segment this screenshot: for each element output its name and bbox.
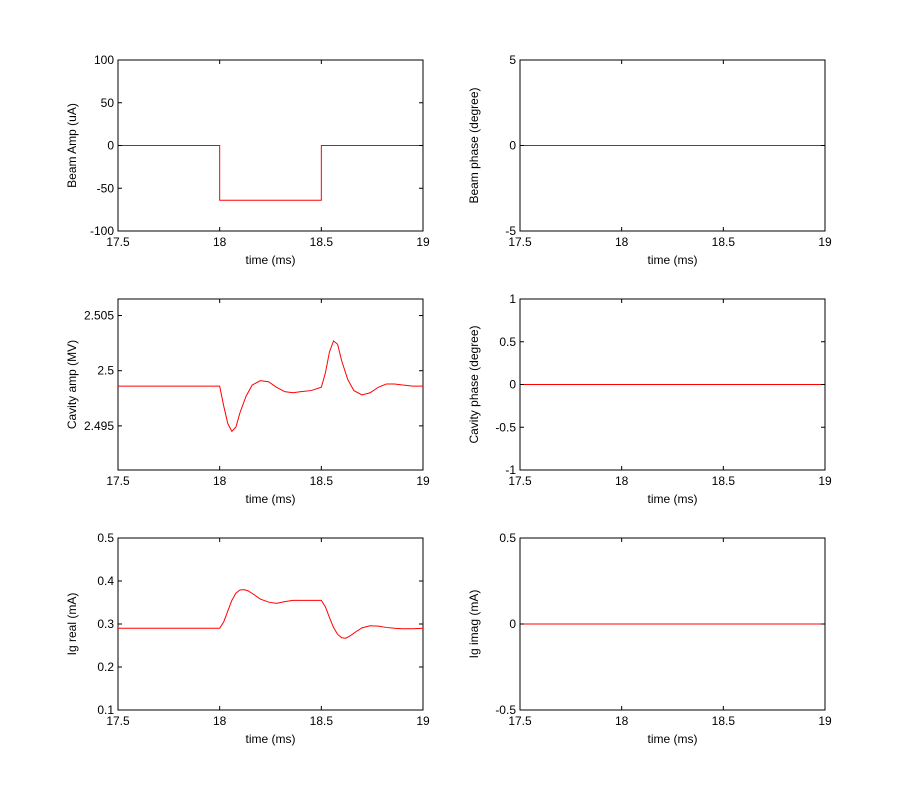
x-tick-label: 17.5 bbox=[106, 474, 130, 488]
x-tick-label: 18.5 bbox=[712, 235, 736, 249]
x-axis-label: time (ms) bbox=[648, 253, 698, 267]
y-tick-label: 1 bbox=[509, 292, 516, 306]
x-axis-label: time (ms) bbox=[246, 492, 296, 506]
y-tick-label: 0.2 bbox=[97, 660, 114, 674]
y-axis-label: Ig imag (mA) bbox=[467, 590, 481, 659]
y-tick-label: 0.4 bbox=[97, 574, 114, 588]
subplot-6: 17.5 18 18.5 19 -0.5 0 0.5 time (ms) Ig imag (mA… bbox=[467, 531, 832, 746]
y-tick-label: 2.495 bbox=[84, 419, 114, 433]
x-tick-label: 18 bbox=[213, 474, 227, 488]
x-tick-label: 19 bbox=[416, 474, 430, 488]
y-tick-label: 5 bbox=[509, 53, 516, 67]
y-axis-label: Beam Amp (uA) bbox=[65, 103, 79, 188]
series-line-1 bbox=[118, 589, 424, 639]
x-tick-label: 17.5 bbox=[508, 235, 532, 249]
x-tick-label: 18 bbox=[615, 474, 629, 488]
y-tick-label: 0 bbox=[509, 378, 516, 392]
y-axis-label: Beam phase (degree) bbox=[467, 87, 481, 203]
plot-frame bbox=[117, 537, 424, 711]
x-tick-label: 17.5 bbox=[106, 235, 130, 249]
y-tick-label: 100 bbox=[94, 53, 114, 67]
x-axis-label: time (ms) bbox=[246, 253, 296, 267]
y-axis-label: Cavity phase (degree) bbox=[467, 325, 481, 443]
x-tick-label: 18.5 bbox=[310, 235, 334, 249]
x-tick-label: 18 bbox=[615, 714, 629, 728]
y-tick-label: -100 bbox=[90, 224, 114, 238]
y-tick-label: -1 bbox=[505, 463, 516, 477]
subplot-1: 17.5 18 18.5 19 -100 -50 0 50 100 time (ms) Beam A… bbox=[65, 53, 430, 267]
y-axis-label: Cavity amp (MV) bbox=[65, 340, 79, 429]
y-tick-label: 0.5 bbox=[499, 335, 516, 349]
x-tick-label: 19 bbox=[416, 714, 430, 728]
y-tick-label: -50 bbox=[97, 181, 115, 195]
x-tick-label: 18.5 bbox=[310, 474, 334, 488]
x-axis-label: time (ms) bbox=[648, 492, 698, 506]
series-line-1 bbox=[118, 340, 423, 433]
y-tick-label: 0.5 bbox=[97, 531, 114, 545]
x-tick-label: 17.5 bbox=[508, 474, 532, 488]
y-tick-label: -0.5 bbox=[495, 420, 516, 434]
subplot-4: 17.5 18 18.5 19 -1 -0.5 0 0.5 1 time (ms) Cavity p… bbox=[467, 292, 832, 506]
x-tick-label: 19 bbox=[818, 235, 832, 249]
x-tick-label: 17.5 bbox=[508, 714, 532, 728]
x-tick-label: 18.5 bbox=[712, 714, 736, 728]
y-tick-label: 0 bbox=[509, 617, 516, 631]
y-tick-label: 0.5 bbox=[499, 531, 516, 545]
x-tick-label: 18 bbox=[213, 714, 227, 728]
series-line-1 bbox=[118, 145, 423, 201]
y-tick-label: 0.3 bbox=[97, 617, 114, 631]
x-axis-label: time (ms) bbox=[648, 732, 698, 746]
x-tick-label: 19 bbox=[416, 235, 430, 249]
y-tick-label: 2.5 bbox=[97, 364, 114, 378]
y-axis-label: Ig real (mA) bbox=[65, 593, 79, 656]
subplot-5: 17.5 18 18.5 19 0.1 0.2 0.3 0.4 0.5 time (ms) Ig r… bbox=[65, 531, 430, 746]
subplot-3: 17.5 18 18.5 19 2.495 2.5 2.505 time (ms) Cavity… bbox=[65, 298, 430, 506]
y-tick-label: 0.1 bbox=[97, 703, 114, 717]
x-tick-label: 18 bbox=[213, 235, 227, 249]
x-tick-label: 19 bbox=[818, 474, 832, 488]
y-tick-label: -0.5 bbox=[495, 703, 516, 717]
x-tick-label: 17.5 bbox=[106, 714, 130, 728]
y-tick-label: 0 bbox=[509, 139, 516, 153]
x-tick-label: 19 bbox=[818, 714, 832, 728]
x-tick-label: 18.5 bbox=[310, 714, 334, 728]
plot-frame bbox=[117, 298, 424, 471]
y-tick-label: 0 bbox=[107, 139, 114, 153]
x-tick-label: 18 bbox=[615, 235, 629, 249]
subplot-2: 17.5 18 18.5 19 -5 0 5 time (ms) Beam phase (deg… bbox=[467, 53, 832, 267]
y-tick-label: 50 bbox=[101, 96, 115, 110]
y-tick-label: -5 bbox=[505, 224, 516, 238]
x-tick-label: 18.5 bbox=[712, 474, 736, 488]
y-tick-label: 2.505 bbox=[84, 309, 114, 323]
x-axis-label: time (ms) bbox=[246, 732, 296, 746]
